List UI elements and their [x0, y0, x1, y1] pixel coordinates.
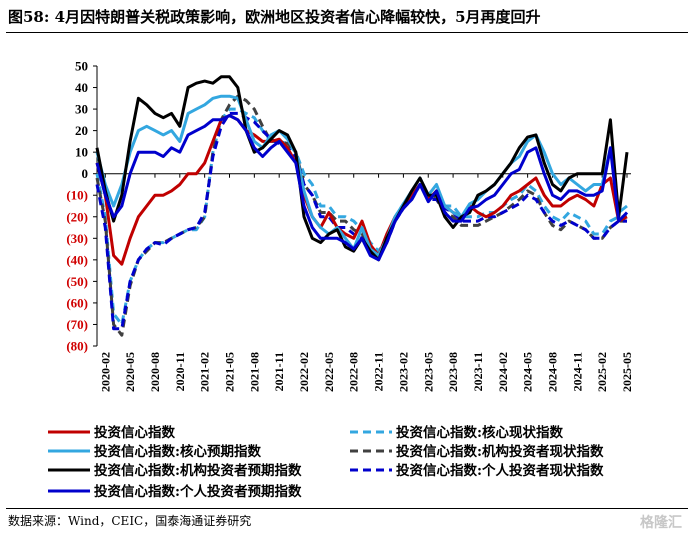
source-note: 数据来源：Wind，CEIC，国泰海通证券研究 [8, 514, 252, 528]
y-tick-label: (60) [66, 295, 88, 310]
x-tick-label: 2020-05 [123, 352, 137, 392]
y-tick-label: (10) [66, 188, 88, 203]
x-tick-label: 2025-05 [620, 352, 634, 392]
source-rule [6, 508, 688, 509]
x-tick-label: 2020-02 [98, 352, 112, 392]
y-tick-label: (30) [66, 231, 88, 246]
x-axis: 2020-02 2020-05 2020-08 2020-11 2021-02 2021-… [97, 173, 634, 392]
series-line-4 [95, 107, 627, 326]
figure-title: 图58: 4月因特朗普关税政策影响，欧洲地区投资者信心降幅较快，5月再度回升 [8, 8, 541, 26]
y-tick-label: (50) [66, 274, 88, 289]
x-tick-label: 2021-02 [198, 352, 212, 392]
x-tick-label: 2021-08 [247, 352, 261, 392]
series-line-3 [95, 114, 629, 262]
x-tick-label: 2024-11 [570, 352, 584, 391]
x-tick-label: 2023-05 [421, 352, 435, 392]
x-tick-label: 2022-08 [347, 352, 361, 392]
y-tick-label: 40 [75, 80, 88, 95]
title-rule [6, 32, 688, 33]
legend-label-6: 投资信心指数:个人投资者现状指数 [396, 462, 604, 479]
legend-label-4: 投资信心指数:核心现状指数 [396, 424, 563, 441]
legend-label-3: 投资信心指数:个人投资者预期指数 [94, 483, 302, 500]
y-tick-label: 20 [75, 123, 88, 138]
x-tick-label: 2023-11 [471, 352, 485, 391]
y-tick-label: 10 [75, 145, 88, 160]
series-line-5 [95, 94, 627, 337]
x-tick-label: 2021-11 [272, 352, 286, 391]
series-line-0 [95, 114, 628, 266]
legend-label-5: 投资信心指数:机构投资者现状指数 [396, 443, 604, 460]
legend: 投资信心指数投资信心指数:核心预期指数投资信心指数:机构投资者预期指数投资信心指… [48, 424, 604, 500]
y-tick-label: (40) [66, 252, 88, 267]
x-tick-label: 2022-05 [322, 352, 336, 392]
x-tick-label: 2022-11 [372, 352, 386, 391]
legend-label-1: 投资信心指数:核心预期指数 [94, 443, 261, 460]
legend-label-0: 投资信心指数 [94, 424, 175, 441]
x-tick-label: 2024-02 [496, 352, 510, 392]
series-lines [95, 75, 629, 337]
x-tick-label: 2023-08 [446, 352, 460, 392]
y-tick-label: 30 [75, 102, 88, 117]
x-tick-label: 2022-02 [297, 352, 311, 392]
legend-label-2: 投资信心指数:机构投资者预期指数 [94, 462, 302, 479]
x-tick-label: 2024-08 [545, 352, 559, 392]
chart: 50 40 30 20 10 0 (10) (20) (30) (40) (50) (60) (70) (… [48, 59, 634, 500]
x-tick-label: 2021-05 [223, 352, 237, 392]
y-axis: 50 40 30 20 10 0 (10) (20) (30) (40) (50) (60) (70) (… [66, 59, 98, 354]
y-tick-label: 0 [82, 166, 89, 181]
x-tick-label: 2024-05 [521, 352, 535, 392]
x-tick-label: 2020-08 [148, 352, 162, 392]
y-tick-label: (20) [66, 209, 88, 224]
y-tick-label: (70) [66, 317, 88, 332]
y-tick-label: (80) [66, 339, 88, 354]
y-tick-label: 50 [75, 59, 88, 74]
x-tick-label: 2023-02 [396, 352, 410, 392]
x-tick-label: 2020-11 [173, 352, 187, 391]
watermark-logo: 格隆汇 [640, 515, 682, 531]
x-tick-label: 2025-02 [595, 352, 609, 392]
